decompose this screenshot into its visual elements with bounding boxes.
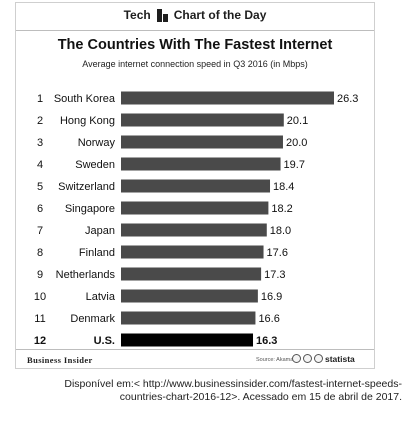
rank-label: 2 — [37, 115, 43, 127]
rank-label: 10 — [34, 291, 46, 303]
bar — [121, 201, 269, 215]
chart-title: The Countries With The Fastest Internet — [57, 37, 333, 53]
value-label: 17.3 — [264, 269, 285, 281]
rank-label: 9 — [37, 269, 43, 281]
bar — [121, 333, 254, 347]
value-label: 17.6 — [267, 247, 288, 259]
statista-logo: statista — [325, 354, 355, 364]
value-label: 18.4 — [273, 181, 294, 193]
bar — [121, 311, 256, 325]
bar — [121, 113, 284, 127]
rank-label: 3 — [37, 137, 43, 149]
country-label: Japan — [85, 225, 115, 237]
rank-label: 5 — [37, 181, 43, 193]
country-label: Singapore — [65, 203, 115, 215]
rank-label: 8 — [37, 247, 43, 259]
bar-logo-icon — [156, 8, 168, 22]
country-label: Norway — [78, 137, 116, 149]
value-label: 18.2 — [271, 203, 292, 215]
chart-subtitle: Average internet connection speed in Q3 … — [82, 59, 308, 69]
rank-label: 12 — [34, 335, 46, 347]
header-divider — [16, 30, 374, 31]
chart-card: Tech Chart of the Day The Countries With… — [15, 2, 375, 369]
rank-label: 4 — [37, 159, 43, 171]
bar — [121, 223, 267, 237]
source-caption: Disponível em:< http://www.businessinsid… — [64, 378, 402, 403]
chart-header: Tech Chart of the Day — [16, 3, 374, 27]
bar — [121, 245, 264, 259]
country-label: South Korea — [54, 93, 116, 105]
header-chart-of-day-label: Chart of the Day — [173, 8, 267, 22]
bar — [121, 91, 334, 105]
country-label: Finland — [79, 247, 115, 259]
value-label: 16.6 — [258, 313, 279, 325]
value-label: 18.0 — [270, 225, 291, 237]
value-label: 26.3 — [337, 93, 358, 105]
rank-label: 11 — [34, 313, 45, 325]
country-label: Latvia — [86, 291, 116, 303]
bar — [121, 289, 258, 303]
value-label: 20.0 — [286, 137, 307, 149]
rank-label: 1 — [37, 93, 43, 105]
country-label: Sweden — [75, 159, 115, 171]
bar — [121, 157, 281, 171]
country-label: Denmark — [70, 313, 115, 325]
rank-label: 6 — [37, 203, 43, 215]
bar — [121, 179, 271, 193]
value-label: 16.9 — [261, 291, 282, 303]
rank-label: 7 — [37, 225, 43, 237]
value-label: 19.7 — [284, 159, 305, 171]
country-label: Netherlands — [56, 269, 116, 281]
bar — [121, 135, 283, 149]
footer-divider — [16, 349, 374, 350]
country-label: Hong Kong — [60, 115, 115, 127]
country-label: U.S. — [94, 335, 115, 347]
bar — [121, 267, 262, 281]
value-label: 20.1 — [287, 115, 308, 127]
business-insider-logo: Business Insider — [27, 355, 93, 365]
creative-commons-icon — [292, 354, 323, 363]
country-label: Switzerland — [58, 181, 115, 193]
source-note: Source: Akamai — [256, 357, 295, 363]
value-label: 16.3 — [256, 335, 277, 347]
header-tech-label: Tech — [123, 8, 151, 22]
bar-chart: 1 South Korea 26.3 2 Hong Kong 20.1 3 Norway 20.… — [34, 91, 358, 347]
